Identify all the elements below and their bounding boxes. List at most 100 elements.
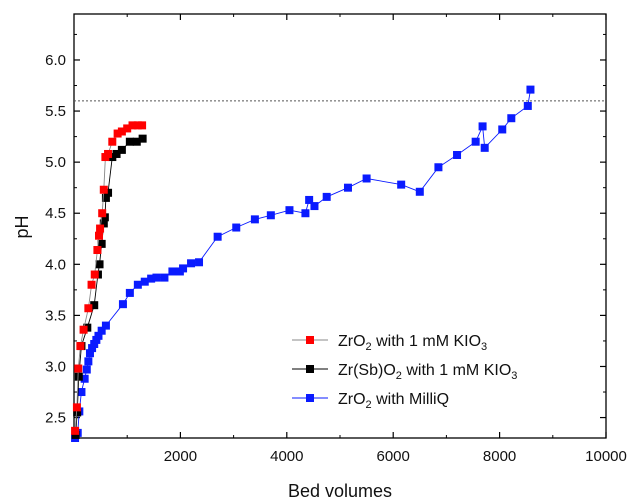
data-point <box>195 258 204 267</box>
x-tick-label: 10000 <box>585 448 627 465</box>
data-point <box>90 270 99 279</box>
data-point <box>179 264 188 273</box>
data-point <box>104 188 113 197</box>
data-point <box>132 137 141 146</box>
data-point <box>232 223 241 232</box>
data-point <box>113 129 122 138</box>
data-point <box>99 185 108 194</box>
data-point <box>397 180 406 189</box>
y-tick-label: 5.5 <box>45 103 66 120</box>
data-point <box>526 85 535 94</box>
data-point <box>87 280 96 289</box>
legend-entry: Zr(Sb)O2 with 1 mM KIO3 <box>292 362 517 382</box>
data-point <box>73 408 82 417</box>
data-point <box>98 209 107 218</box>
data-point <box>471 137 480 146</box>
data-point <box>100 213 109 222</box>
data-point <box>96 224 105 233</box>
data-point <box>85 349 94 358</box>
data-point <box>79 325 88 334</box>
data-point <box>112 149 121 158</box>
data-point <box>250 215 259 224</box>
data-point <box>301 209 310 218</box>
y-tick-label: 4.0 <box>45 256 66 273</box>
tick-labels: 2000 4000 6000 8000 10000 2.5 3.0 3.5 4.0 4.5 5.0 5… <box>45 52 627 465</box>
legend-label: Zr(Sb)O2 with 1 mM KIO3 <box>338 362 517 382</box>
data-point <box>101 193 110 202</box>
data-point <box>160 273 169 282</box>
data-point <box>133 121 142 130</box>
y-tick-label: 6.0 <box>45 52 66 69</box>
legend-entry: ZrO2 with MilliQ <box>292 391 449 411</box>
data-point <box>101 321 110 330</box>
data-point <box>93 246 102 255</box>
data-point <box>128 121 137 130</box>
series-0 <box>71 121 147 435</box>
data-point <box>90 340 99 349</box>
data-point <box>74 364 83 373</box>
data-point <box>523 101 532 110</box>
tick-marks <box>74 14 607 438</box>
data-point <box>117 127 126 136</box>
data-point <box>434 163 443 172</box>
series-layer <box>71 85 535 442</box>
y-tick-label: 3.5 <box>45 307 66 324</box>
data-point <box>140 277 149 286</box>
data-point <box>71 426 80 435</box>
data-point <box>72 403 81 412</box>
data-point <box>84 357 93 366</box>
data-point <box>99 219 108 228</box>
data-point <box>104 149 113 158</box>
x-axis-label: Bed volumes <box>288 481 392 501</box>
data-point <box>213 232 222 241</box>
y-tick-label: 5.0 <box>45 154 66 171</box>
data-point <box>453 150 462 159</box>
data-point <box>76 342 85 351</box>
data-point <box>305 195 314 204</box>
data-point <box>152 273 161 282</box>
data-point <box>138 121 147 130</box>
data-point <box>74 372 83 381</box>
data-point <box>125 137 134 146</box>
data-point <box>362 174 371 183</box>
data-point <box>133 280 142 289</box>
data-point <box>94 331 103 340</box>
series-2 <box>71 85 535 442</box>
data-point <box>123 124 132 133</box>
data-point <box>97 239 106 248</box>
data-point <box>343 183 352 192</box>
data-point <box>92 335 101 344</box>
legend-marker <box>306 336 314 344</box>
data-point <box>95 231 104 240</box>
y-tick-label: 4.5 <box>45 205 66 222</box>
data-point <box>90 301 99 310</box>
data-point <box>82 365 91 374</box>
data-point <box>415 187 424 196</box>
data-point <box>310 202 319 211</box>
y-tick-label: 2.5 <box>45 410 66 427</box>
data-point <box>478 122 487 131</box>
data-point <box>84 304 93 313</box>
legend-marker <box>306 394 314 402</box>
data-point <box>118 300 127 309</box>
data-point <box>95 260 104 269</box>
x-tick-label: 2000 <box>164 448 197 465</box>
data-point <box>108 153 117 162</box>
data-point <box>117 145 126 154</box>
y-tick-label: 3.0 <box>45 358 66 375</box>
data-point <box>138 134 147 143</box>
data-point <box>498 125 507 134</box>
data-point <box>266 211 275 220</box>
legend-label: ZrO2 with 1 mM KIO3 <box>338 333 487 353</box>
x-tick-label: 6000 <box>377 448 410 465</box>
data-point <box>108 137 117 146</box>
legend: ZrO2 with 1 mM KIO3 Zr(Sb)O2 with 1 mM KI… <box>292 333 517 411</box>
legend-label: ZrO2 with MilliQ <box>338 391 449 411</box>
data-point <box>71 430 80 439</box>
data-point <box>77 388 86 397</box>
data-point <box>285 206 294 215</box>
data-point <box>507 114 516 123</box>
